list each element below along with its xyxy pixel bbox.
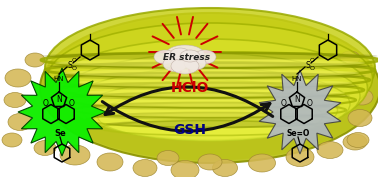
Ellipse shape (97, 153, 123, 171)
Ellipse shape (163, 56, 187, 72)
Text: HN: HN (292, 76, 302, 82)
Ellipse shape (70, 68, 350, 140)
Text: S: S (306, 61, 310, 70)
Ellipse shape (92, 112, 328, 120)
Text: O: O (69, 99, 75, 109)
Ellipse shape (286, 147, 314, 167)
Ellipse shape (34, 141, 56, 156)
Ellipse shape (248, 154, 276, 172)
Ellipse shape (5, 69, 31, 87)
Ellipse shape (8, 113, 32, 130)
Ellipse shape (48, 23, 372, 133)
Ellipse shape (54, 72, 366, 80)
Ellipse shape (317, 141, 343, 158)
Text: O: O (71, 67, 76, 72)
Ellipse shape (40, 16, 378, 161)
Ellipse shape (345, 66, 371, 84)
Ellipse shape (340, 51, 360, 65)
Ellipse shape (198, 154, 222, 170)
Text: O: O (43, 99, 49, 109)
Ellipse shape (53, 39, 367, 137)
Ellipse shape (70, 92, 350, 100)
Ellipse shape (212, 159, 237, 176)
Ellipse shape (170, 48, 190, 60)
Text: N: N (294, 96, 300, 104)
Text: HN: HN (54, 76, 64, 82)
Ellipse shape (45, 8, 375, 128)
Ellipse shape (154, 50, 176, 64)
Text: GSH: GSH (174, 123, 206, 137)
Polygon shape (18, 68, 106, 156)
Ellipse shape (157, 150, 179, 165)
Polygon shape (259, 70, 341, 154)
Ellipse shape (84, 99, 336, 107)
Ellipse shape (133, 159, 157, 176)
Ellipse shape (98, 91, 322, 141)
Text: O: O (310, 67, 314, 72)
Ellipse shape (40, 13, 378, 163)
Ellipse shape (75, 89, 345, 97)
Ellipse shape (4, 93, 26, 107)
Ellipse shape (106, 120, 314, 128)
Ellipse shape (351, 89, 373, 105)
Ellipse shape (60, 53, 360, 138)
Text: O: O (310, 59, 314, 64)
Ellipse shape (343, 134, 367, 150)
Ellipse shape (95, 109, 325, 117)
Text: O: O (281, 99, 287, 109)
Ellipse shape (55, 59, 365, 67)
Ellipse shape (68, 79, 353, 87)
Text: N: N (56, 96, 62, 104)
Ellipse shape (194, 50, 216, 64)
Text: HClO: HClO (171, 81, 209, 95)
Ellipse shape (61, 82, 359, 90)
Ellipse shape (82, 80, 338, 140)
Text: O: O (71, 59, 76, 64)
Ellipse shape (2, 133, 22, 147)
Text: Se=O: Se=O (286, 130, 310, 138)
Ellipse shape (180, 50, 200, 62)
Ellipse shape (25, 53, 45, 67)
Text: S: S (68, 61, 72, 70)
Text: O: O (307, 99, 313, 109)
Ellipse shape (348, 110, 372, 127)
Ellipse shape (61, 69, 359, 77)
Ellipse shape (60, 145, 90, 165)
Ellipse shape (171, 58, 199, 74)
Ellipse shape (48, 62, 372, 70)
Ellipse shape (80, 102, 340, 110)
Text: ER stress: ER stress (163, 53, 211, 62)
Ellipse shape (42, 52, 378, 60)
Ellipse shape (184, 56, 206, 70)
Text: Se: Se (54, 130, 66, 138)
Ellipse shape (347, 133, 369, 147)
Ellipse shape (171, 161, 199, 177)
Ellipse shape (166, 45, 204, 63)
